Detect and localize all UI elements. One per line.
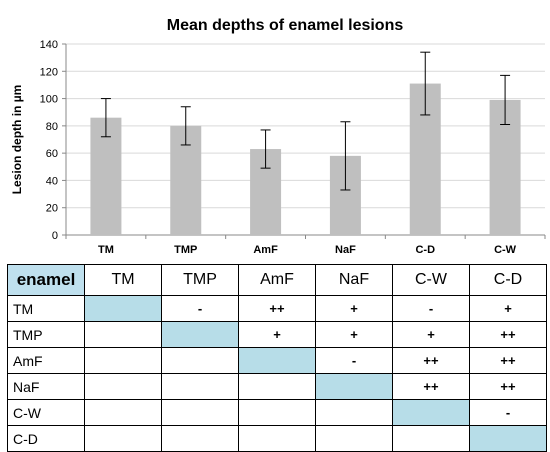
matrix-row: AmF - ++ ++ [8, 348, 547, 374]
matrix-column-header: C-D [470, 265, 547, 296]
matrix-diagonal-cell [162, 322, 239, 348]
y-tick-label: 80 [46, 121, 58, 133]
matrix-cell [162, 426, 239, 452]
matrix-cell: ++ [393, 374, 470, 400]
bar-chart: Mean depths of enamel lesions Lesion dep… [0, 0, 550, 262]
matrix-cell [85, 426, 162, 452]
matrix-cell [162, 400, 239, 426]
matrix-cell: - [470, 400, 547, 426]
y-tick-label: 60 [46, 148, 58, 160]
matrix-row-header: AmF [8, 348, 85, 374]
matrix-diagonal-cell [239, 348, 316, 374]
matrix-row: C-D [8, 426, 547, 452]
matrix-row: TM - ++ + - + [8, 296, 547, 322]
y-tick-label: 0 [52, 230, 58, 242]
x-tick-label: AmF [253, 244, 278, 256]
matrix-cell [316, 400, 393, 426]
matrix-cell [239, 400, 316, 426]
matrix-cell: ++ [470, 374, 547, 400]
plot-layer: 0 20 40 60 80 100 120 140 TM TMP AmF NaF C-D C-W [40, 39, 545, 256]
y-tick-label: 120 [40, 66, 58, 78]
matrix-row-header: C-D [8, 426, 85, 452]
y-tick-label: 100 [40, 94, 58, 106]
matrix-cell: ++ [393, 348, 470, 374]
matrix-cell: + [316, 322, 393, 348]
matrix-cell [85, 374, 162, 400]
matrix-cell: + [239, 322, 316, 348]
matrix-row: TMP + + + ++ [8, 322, 547, 348]
matrix-cell: ++ [470, 348, 547, 374]
x-tick-label: TM [98, 244, 114, 256]
matrix-header-row: enamel TM TMP AmF NaF C-W C-D [8, 265, 547, 296]
matrix-cell: ++ [470, 322, 547, 348]
matrix-cell: ++ [239, 296, 316, 322]
matrix-diagonal-cell [85, 296, 162, 322]
chart-title: Mean depths of enamel lesions [167, 17, 404, 34]
matrix-column-header: AmF [239, 265, 316, 296]
x-tick-label: TMP [174, 244, 197, 256]
matrix-column-header: TM [85, 265, 162, 296]
x-tick-label: C-W [494, 244, 517, 256]
matrix-cell: - [162, 296, 239, 322]
matrix-row-header: NaF [8, 374, 85, 400]
matrix-cell: + [316, 296, 393, 322]
matrix-cell [85, 322, 162, 348]
y-tick-label: 40 [46, 175, 58, 187]
matrix-cell [85, 348, 162, 374]
matrix-cell [393, 426, 470, 452]
matrix-row: C-W - [8, 400, 547, 426]
matrix-cell: - [393, 296, 470, 322]
y-axis-label: Lesion depth in µm [10, 85, 24, 195]
matrix-column-header: NaF [316, 265, 393, 296]
matrix-column-header: TMP [162, 265, 239, 296]
matrix-diagonal-cell [316, 374, 393, 400]
x-tick-label: NaF [335, 244, 356, 256]
matrix-row: NaF ++ ++ [8, 374, 547, 400]
x-tick-label: C-D [415, 244, 435, 256]
chart-svg: Mean depths of enamel lesions Lesion dep… [0, 0, 550, 262]
comparison-matrix: enamel TM TMP AmF NaF C-W C-D TM - ++ + - + TMP + + + +… [7, 264, 547, 452]
matrix-diagonal-cell [393, 400, 470, 426]
matrix-row-header: TMP [8, 322, 85, 348]
matrix-row-header: C-W [8, 400, 85, 426]
matrix-corner-label: enamel [8, 265, 85, 296]
matrix-diagonal-cell [470, 426, 547, 452]
matrix-cell [162, 374, 239, 400]
matrix-cell [85, 400, 162, 426]
y-tick-label: 20 [46, 203, 58, 215]
matrix-column-header: C-W [393, 265, 470, 296]
matrix-cell [239, 426, 316, 452]
matrix-cell [316, 426, 393, 452]
matrix-cell: + [393, 322, 470, 348]
y-tick-label: 140 [40, 39, 58, 51]
matrix-row-header: TM [8, 296, 85, 322]
matrix-cell [162, 348, 239, 374]
matrix-cell: + [470, 296, 547, 322]
matrix-cell: - [316, 348, 393, 374]
matrix-cell [239, 374, 316, 400]
